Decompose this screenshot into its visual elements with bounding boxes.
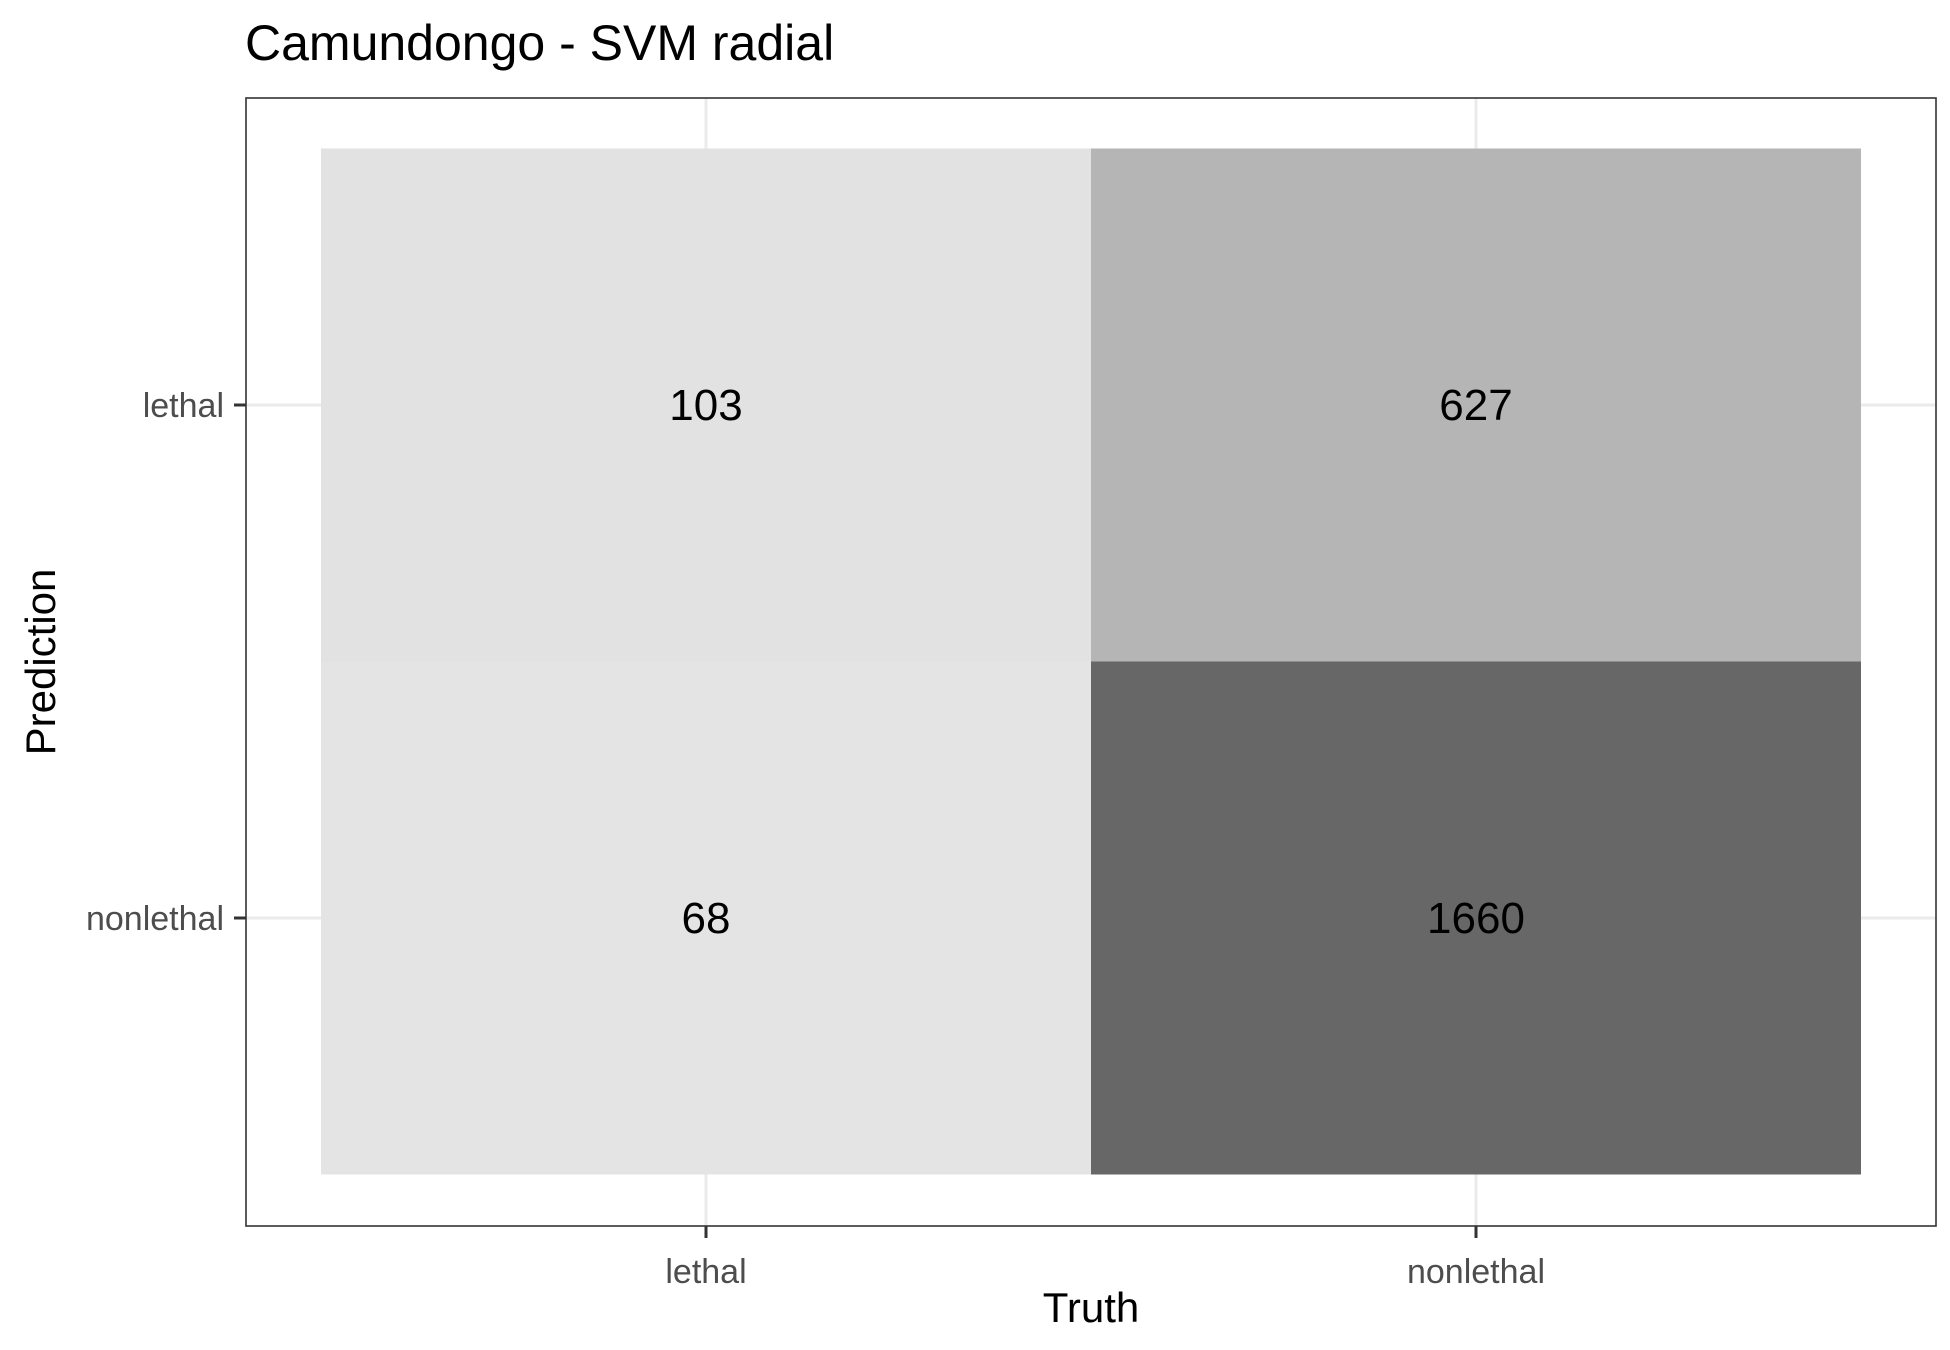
chart-title: Camundongo - SVM radial xyxy=(245,15,834,71)
cell-nonlethal-lethal xyxy=(1091,148,1861,662)
cell-lethal-nonlethal xyxy=(321,661,1091,1175)
cell-lethal-lethal xyxy=(321,148,1091,662)
panel-border xyxy=(245,97,1937,1227)
y-tick-label-lethal: lethal xyxy=(143,387,224,425)
cell-value-lethal-lethal: 103 xyxy=(669,381,742,430)
heatmap-cells xyxy=(321,148,1861,1175)
x-axis: lethal nonlethal xyxy=(665,1226,1545,1291)
y-axis: lethal nonlethal xyxy=(86,387,246,938)
cell-value-labels: 103 627 68 1660 xyxy=(669,381,1525,943)
cell-value-nonlethal-lethal: 627 xyxy=(1439,381,1512,430)
cell-value-nonlethal-nonlethal: 1660 xyxy=(1427,894,1525,943)
x-axis-title: Truth xyxy=(1043,1284,1139,1331)
cell-nonlethal-nonlethal xyxy=(1091,661,1861,1175)
y-tick-label-nonlethal: nonlethal xyxy=(86,900,224,938)
y-axis-title: Prediction xyxy=(17,569,64,756)
x-tick-label-lethal: lethal xyxy=(665,1253,746,1291)
plot-panel: 103 627 68 1660 xyxy=(245,97,1937,1227)
cell-value-lethal-nonlethal: 68 xyxy=(682,894,731,943)
x-tick-label-nonlethal: nonlethal xyxy=(1407,1253,1545,1291)
